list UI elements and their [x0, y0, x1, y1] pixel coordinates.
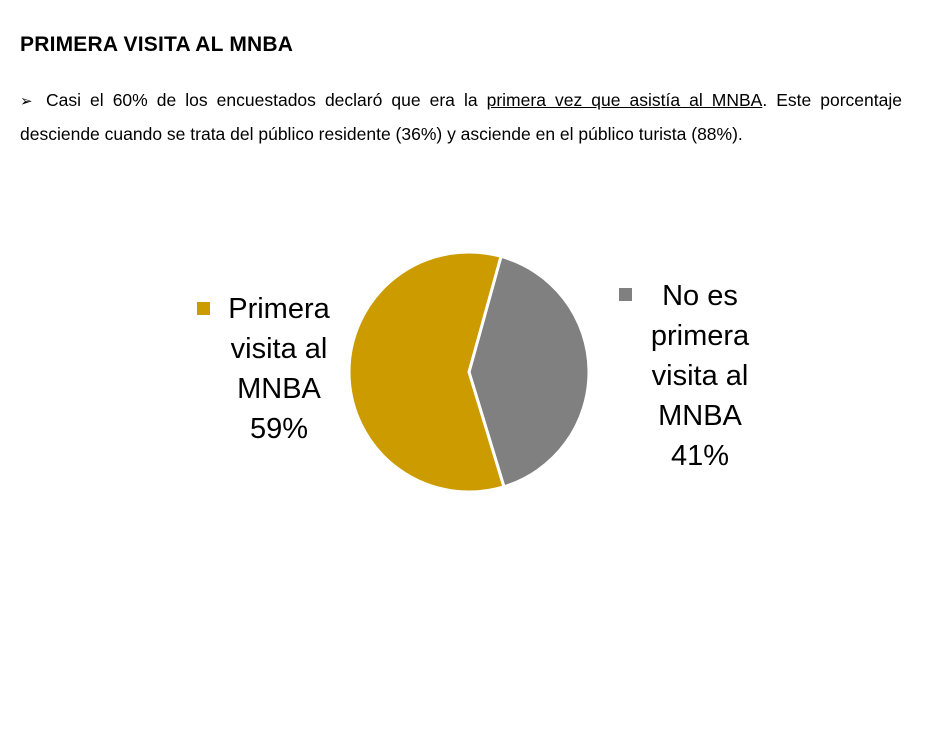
data-label-line: No es [662, 280, 738, 312]
page-title: PRIMERA VISITA AL MNBA [20, 33, 294, 56]
data-label-value: 59% [249, 413, 309, 445]
data-label-line: MNBA [658, 400, 742, 432]
data-label-value: 41% [670, 440, 730, 472]
pie-slices [347, 250, 591, 494]
pie-slice-no-primera-visita [467, 254, 591, 489]
summary-text-before: Casi el 60% de los encuestados declaró q… [46, 90, 487, 110]
summary-paragraph: ➢ Casi el 60% de los encuestados declaró … [20, 84, 902, 150]
data-label-line: MNBA [237, 373, 321, 405]
legend-marker-primera-visita [197, 302, 210, 315]
data-label-line: visita al [651, 360, 749, 392]
summary-text-underlined: primera vez que asistía al MNBA [486, 90, 763, 110]
data-label-line: visita al [230, 333, 328, 365]
data-label-no-primera-visita: No es primera visita al MNBA 41% [630, 276, 770, 476]
pie-slice-primera-visita [347, 250, 506, 494]
data-label-primera-visita: Primera visita al MNBA 59% [212, 289, 346, 449]
arrow-bullet-icon: ➢ [20, 93, 33, 110]
data-label-line: Primera [228, 293, 330, 325]
data-label-line: primera [650, 320, 750, 352]
summary-text-after: . Este porcentaje desciende cuando se tr… [20, 90, 902, 144]
legend-marker-no-primera-visita [619, 288, 632, 301]
